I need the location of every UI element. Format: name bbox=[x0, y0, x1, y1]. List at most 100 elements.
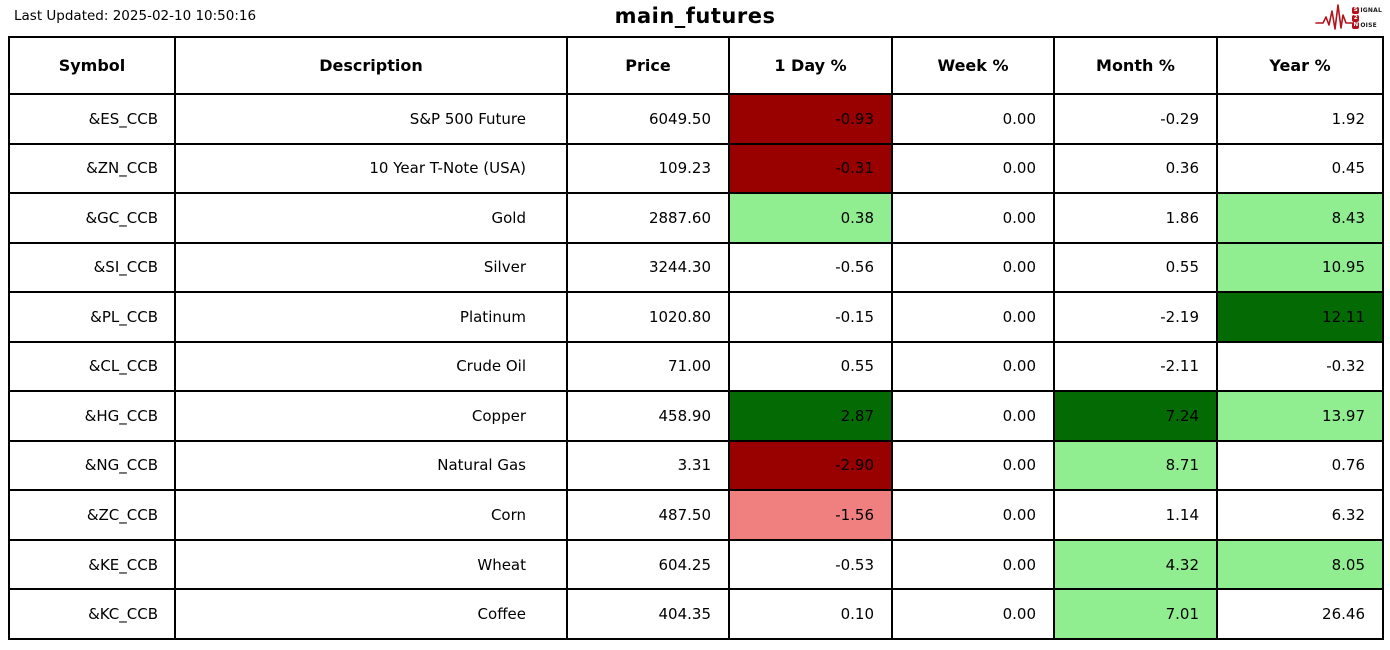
description-cell: Silver bbox=[174, 241, 568, 294]
week-pct-cell: 0.00 bbox=[891, 291, 1055, 343]
day-pct-cell: -0.31 bbox=[728, 142, 893, 195]
symbol-cell: &HG_CCB bbox=[8, 390, 176, 442]
week-pct-cell: 0.00 bbox=[891, 588, 1055, 640]
price-cell: 2887.60 bbox=[566, 192, 730, 244]
table-row: &CL_CCB Crude Oil 71.00 0.55 0.00 -2.11 -0.32 bbox=[8, 340, 1384, 393]
month-pct-cell: 8.71 bbox=[1053, 439, 1218, 492]
column-header-week-pct: Week % bbox=[891, 36, 1055, 95]
price-cell: 404.35 bbox=[566, 588, 730, 640]
month-pct-cell: 7.24 bbox=[1053, 390, 1218, 442]
table-row: &SI_CCB Silver 3244.30 -0.56 0.00 0.55 10.95 bbox=[8, 241, 1384, 294]
week-pct-cell: 0.00 bbox=[891, 192, 1055, 244]
year-pct-cell: 13.97 bbox=[1216, 390, 1384, 442]
table-row: &NG_CCB Natural Gas 3.31 -2.90 0.00 8.71 0.76 bbox=[8, 439, 1384, 492]
table-row: &ES_CCB S&P 500 Future 6049.50 -0.93 0.00 -0.… bbox=[8, 93, 1384, 145]
month-pct-cell: 0.55 bbox=[1053, 241, 1218, 294]
day-pct-cell: 0.38 bbox=[728, 192, 893, 244]
column-header-month-pct: Month % bbox=[1053, 36, 1218, 95]
logo-line-2: 2 bbox=[1352, 14, 1382, 22]
table-row: &KE_CCB Wheat 604.25 -0.53 0.00 4.32 8.05 bbox=[8, 538, 1384, 591]
description-cell: Copper bbox=[174, 390, 568, 442]
last-updated-timestamp: Last Updated: 2025-02-10 10:50:16 bbox=[14, 8, 257, 24]
week-pct-cell: 0.00 bbox=[891, 241, 1055, 294]
description-cell: Gold bbox=[174, 192, 568, 244]
day-pct-cell: -0.53 bbox=[728, 538, 893, 591]
description-cell: Platinum bbox=[174, 291, 568, 343]
table-row: &ZC_CCB Corn 487.50 -1.56 0.00 1.14 6.32 bbox=[8, 489, 1384, 541]
description-cell: Corn bbox=[174, 489, 568, 541]
price-cell: 458.90 bbox=[566, 390, 730, 442]
week-pct-cell: 0.00 bbox=[891, 489, 1055, 541]
month-pct-cell: 0.36 bbox=[1053, 142, 1218, 195]
day-pct-cell: -0.15 bbox=[728, 291, 893, 343]
symbol-cell: &ZC_CCB bbox=[8, 489, 176, 541]
price-cell: 6049.50 bbox=[566, 93, 730, 145]
signal2noise-logo: S IGNAL 2 N OISE bbox=[1314, 2, 1382, 34]
year-pct-cell: 6.32 bbox=[1216, 489, 1384, 541]
month-pct-cell: 1.14 bbox=[1053, 489, 1218, 541]
description-cell: Wheat bbox=[174, 538, 568, 591]
heartbeat-waveform-icon bbox=[1314, 2, 1354, 34]
week-pct-cell: 0.00 bbox=[891, 93, 1055, 145]
symbol-cell: &NG_CCB bbox=[8, 439, 176, 492]
price-cell: 3244.30 bbox=[566, 241, 730, 294]
day-pct-cell: 0.55 bbox=[728, 340, 893, 393]
symbol-cell: &KC_CCB bbox=[8, 588, 176, 640]
description-cell: Crude Oil bbox=[174, 340, 568, 393]
week-pct-cell: 0.00 bbox=[891, 538, 1055, 591]
column-header-year-pct: Year % bbox=[1216, 36, 1384, 95]
day-pct-cell: 2.87 bbox=[728, 390, 893, 442]
futures-table: Symbol Description Price 1 Day % Week % Month… bbox=[8, 36, 1384, 640]
description-cell: Natural Gas bbox=[174, 439, 568, 492]
price-cell: 604.25 bbox=[566, 538, 730, 591]
month-pct-cell: 7.01 bbox=[1053, 588, 1218, 640]
header-row: Symbol Description Price 1 Day % Week % Month… bbox=[8, 36, 1384, 95]
month-pct-cell: -0.29 bbox=[1053, 93, 1218, 145]
year-pct-cell: -0.32 bbox=[1216, 340, 1384, 393]
day-pct-cell: -1.56 bbox=[728, 489, 893, 541]
week-pct-cell: 0.00 bbox=[891, 390, 1055, 442]
logo-badge-n: N bbox=[1352, 22, 1360, 29]
logo-line-noise: N OISE bbox=[1352, 22, 1382, 30]
symbol-cell: &ES_CCB bbox=[8, 93, 176, 145]
table-row: &ZN_CCB 10 Year T-Note (USA) 109.23 -0.31 0.… bbox=[8, 142, 1384, 195]
logo-badge-s: S bbox=[1352, 7, 1360, 14]
logo-badge-2: 2 bbox=[1352, 14, 1360, 22]
year-pct-cell: 26.46 bbox=[1216, 588, 1384, 640]
day-pct-cell: -0.56 bbox=[728, 241, 893, 294]
symbol-cell: &GC_CCB bbox=[8, 192, 176, 244]
week-pct-cell: 0.00 bbox=[891, 142, 1055, 195]
table-row: &KC_CCB Coffee 404.35 0.10 0.00 7.01 26.46 bbox=[8, 588, 1384, 640]
year-pct-cell: 0.76 bbox=[1216, 439, 1384, 492]
month-pct-cell: 1.86 bbox=[1053, 192, 1218, 244]
table-body: &ES_CCB S&P 500 Future 6049.50 -0.93 0.00 -0.… bbox=[8, 93, 1384, 640]
symbol-cell: &KE_CCB bbox=[8, 538, 176, 591]
page-title: main_futures bbox=[614, 4, 776, 28]
month-pct-cell: 4.32 bbox=[1053, 538, 1218, 591]
week-pct-cell: 0.00 bbox=[891, 340, 1055, 393]
price-cell: 487.50 bbox=[566, 489, 730, 541]
logo-text-oise: OISE bbox=[1360, 21, 1377, 29]
logo-line-signal: S IGNAL bbox=[1352, 7, 1382, 15]
day-pct-cell: -2.90 bbox=[728, 439, 893, 492]
column-header-description: Description bbox=[174, 36, 568, 95]
day-pct-cell: -0.93 bbox=[728, 93, 893, 145]
column-header-price: Price bbox=[566, 36, 730, 95]
table-row: &HG_CCB Copper 458.90 2.87 0.00 7.24 13.97 bbox=[8, 390, 1384, 442]
description-cell: S&P 500 Future bbox=[174, 93, 568, 145]
price-cell: 109.23 bbox=[566, 142, 730, 195]
price-cell: 3.31 bbox=[566, 439, 730, 492]
symbol-cell: &ZN_CCB bbox=[8, 142, 176, 195]
year-pct-cell: 1.92 bbox=[1216, 93, 1384, 145]
month-pct-cell: -2.11 bbox=[1053, 340, 1218, 393]
year-pct-cell: 8.05 bbox=[1216, 538, 1384, 591]
symbol-cell: &SI_CCB bbox=[8, 241, 176, 294]
logo-wordmark: S IGNAL 2 N OISE bbox=[1352, 7, 1382, 30]
year-pct-cell: 0.45 bbox=[1216, 142, 1384, 195]
table-row: &GC_CCB Gold 2887.60 0.38 0.00 1.86 8.43 bbox=[8, 192, 1384, 244]
column-header-symbol: Symbol bbox=[8, 36, 176, 95]
symbol-cell: &PL_CCB bbox=[8, 291, 176, 343]
day-pct-cell: 0.10 bbox=[728, 588, 893, 640]
description-cell: Coffee bbox=[174, 588, 568, 640]
